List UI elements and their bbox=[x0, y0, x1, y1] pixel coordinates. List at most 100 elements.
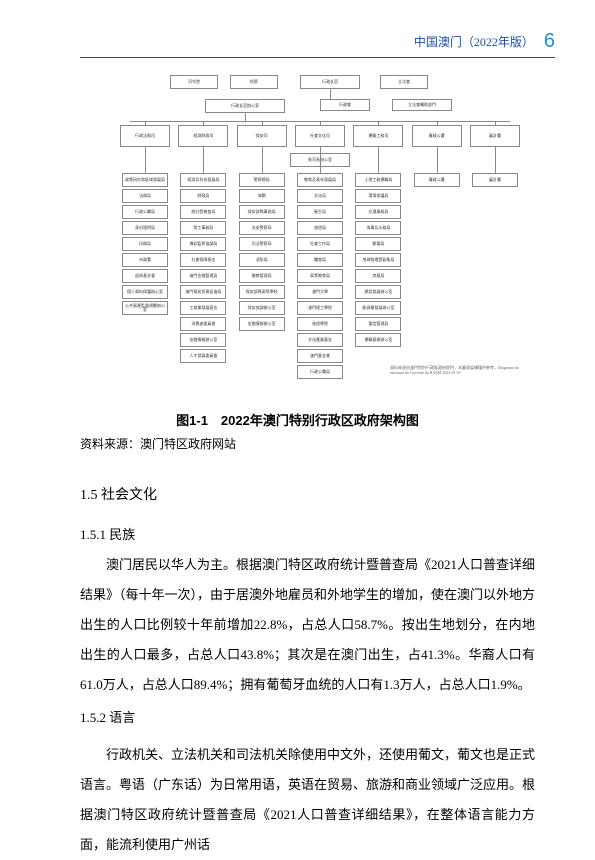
org-node: 旅遊局 bbox=[297, 221, 343, 235]
org-node: 運輸基建辦公室 bbox=[355, 333, 401, 347]
org-node: 印務局 bbox=[122, 237, 168, 251]
org-node: 行政會 bbox=[320, 99, 370, 111]
org-node: 社會工作局 bbox=[297, 237, 343, 251]
org-node: 統計暨普查局 bbox=[180, 205, 226, 219]
page-header: 中国澳门（2022年版） 6 bbox=[80, 30, 555, 58]
org-node: 司法警察局 bbox=[239, 237, 285, 251]
org-node: 審計署 bbox=[470, 125, 520, 147]
org-node: 澳門貿易投資促進局 bbox=[180, 285, 226, 299]
org-node: 交通事務局 bbox=[355, 205, 401, 219]
org-node: 警察總局 bbox=[239, 173, 285, 187]
org-node: 土地工務運輸局 bbox=[355, 173, 401, 187]
para-1: 澳门居民以华人为主。根据澳门特区政府统计暨普查局《2021人口普查详细结果》（每… bbox=[80, 550, 535, 699]
org-node: 工商業發展基金 bbox=[180, 301, 226, 315]
org-node: 澳門大學 bbox=[297, 285, 343, 299]
org-node: 澳門金融管理局 bbox=[180, 269, 226, 283]
org-node: 財政局 bbox=[180, 189, 226, 203]
org-node: 澳門基金會 bbox=[297, 349, 343, 363]
org-node: 立法會輔助部門 bbox=[392, 99, 452, 111]
org-node: 立法會 bbox=[380, 75, 428, 89]
org-node: 個人資料保護辦公室 bbox=[122, 285, 168, 299]
org-node: 退休基金會 bbox=[122, 269, 168, 283]
org-node: 高等教育局 bbox=[297, 269, 343, 283]
org-node: 保安部隊事務局 bbox=[239, 205, 285, 219]
org-node: 保安協調辦公室 bbox=[239, 301, 285, 315]
org-node: 公共資產監督規劃辦公室 bbox=[122, 301, 168, 315]
org-node: 廉政公署 bbox=[412, 125, 462, 147]
org-node: 保安司 bbox=[237, 125, 287, 147]
chart-connector bbox=[145, 121, 146, 125]
org-chart: 司令院检察行政长官立法會行政长官辦公室行政會立法會輔助部門行政法務司經濟財政司保… bbox=[110, 75, 535, 395]
org-node: 海事及水務局 bbox=[355, 221, 401, 235]
org-node: 能源業發展辦公室 bbox=[355, 301, 401, 315]
header-title: 中国澳门（2022年版） bbox=[414, 33, 534, 50]
section-1-5: 1.5 社会文化 bbox=[80, 480, 535, 512]
heading-1-5-1: 1.5.1 民族 bbox=[80, 520, 535, 550]
chart-connector bbox=[245, 113, 246, 121]
org-node: 保安部隊高等學校 bbox=[239, 285, 285, 299]
org-node: 行政公職局 bbox=[297, 365, 343, 379]
org-node: 懲教管理局 bbox=[239, 269, 285, 283]
org-node: 检察 bbox=[230, 75, 278, 89]
source-label: 资料来源： bbox=[80, 437, 140, 451]
org-node: 電信管理局 bbox=[355, 317, 401, 331]
org-node: 體育局 bbox=[297, 253, 343, 267]
figure-caption: 图1-1 2022年澳门特别行政区政府架构图 bbox=[0, 410, 595, 429]
org-node: 政策研究和區域發展局 bbox=[122, 173, 168, 187]
chart-connector bbox=[495, 121, 496, 125]
org-node: 金融情報辦公室 bbox=[180, 333, 226, 347]
org-node: 勞工事務局 bbox=[180, 221, 226, 235]
org-node: 審計署 bbox=[472, 173, 518, 187]
chart-connector bbox=[330, 89, 331, 99]
chart-connector bbox=[262, 121, 263, 125]
source-value: 澳门特区政府网站 bbox=[140, 437, 236, 451]
org-node: 文化局 bbox=[297, 189, 343, 203]
org-node: 身份證明局 bbox=[122, 221, 168, 235]
chart-connector bbox=[203, 121, 204, 125]
org-node: 衛生局 bbox=[297, 205, 343, 219]
org-node: 行政法務司 bbox=[120, 125, 170, 147]
org-node: 行政长官辦公室 bbox=[205, 99, 285, 113]
org-node: 司令院 bbox=[170, 75, 218, 89]
org-node: 治安警察局 bbox=[239, 221, 285, 235]
paragraph-ethnicity: 澳门居民以华人为主。根据澳门特区政府统计暨普查局《2021人口普查详细结果》（每… bbox=[80, 550, 535, 733]
org-node: 經濟及科技發展局 bbox=[180, 173, 226, 187]
org-node: 行政公職局 bbox=[122, 205, 168, 219]
org-node: 旅遊學院 bbox=[297, 317, 343, 331]
heading-1-5-2: 1.5.2 语言 bbox=[80, 703, 535, 733]
org-node: 社會保障基金 bbox=[180, 253, 226, 267]
org-node: 社會文化司 bbox=[295, 125, 345, 147]
org-node: 經濟財政司 bbox=[178, 125, 228, 147]
org-node: 廉政公署 bbox=[414, 173, 460, 187]
chart-footnote: 資料來源由澳門特別行政區政府提供，本圖表架構僅供參考。Diagrama da e… bbox=[390, 365, 525, 385]
org-node: 金融情報辦公室 bbox=[239, 317, 285, 331]
chart-connector bbox=[203, 147, 204, 173]
chart-connector bbox=[145, 147, 146, 173]
org-node: 行政长官 bbox=[300, 75, 360, 89]
org-node: 教育及青年發展局 bbox=[297, 173, 343, 187]
org-node: 澳門理工學院 bbox=[297, 301, 343, 315]
org-node: 博彩監察協調局 bbox=[180, 237, 226, 251]
org-node: 地球物理暨氣象局 bbox=[355, 253, 401, 267]
chart-connector bbox=[320, 121, 321, 125]
section-1-5-1: 1.5.1 民族 bbox=[80, 520, 535, 550]
chart-connector bbox=[320, 147, 321, 173]
org-node: 房屋局 bbox=[355, 269, 401, 283]
chart-connector bbox=[262, 147, 263, 173]
chart-connector bbox=[378, 147, 379, 173]
org-node: 建設發展辦公室 bbox=[355, 285, 401, 299]
org-node: 郵電局 bbox=[355, 237, 401, 251]
org-node: 消費者委員會 bbox=[180, 317, 226, 331]
org-node: 市政署 bbox=[122, 253, 168, 267]
org-node: 運輸工務司 bbox=[353, 125, 403, 147]
org-node: 消防局 bbox=[239, 253, 285, 267]
org-node: 人才發展委員會 bbox=[180, 349, 226, 363]
org-node: 法務局 bbox=[122, 189, 168, 203]
chart-connector bbox=[437, 121, 438, 125]
figure-source: 资料来源：澳门特区政府网站 bbox=[80, 435, 236, 452]
page-number: 6 bbox=[544, 30, 555, 53]
org-node: 文化產業基金 bbox=[297, 333, 343, 347]
heading-1-5: 1.5 社会文化 bbox=[80, 480, 535, 512]
chart-connector bbox=[378, 121, 379, 125]
org-node: 海關 bbox=[239, 189, 285, 203]
